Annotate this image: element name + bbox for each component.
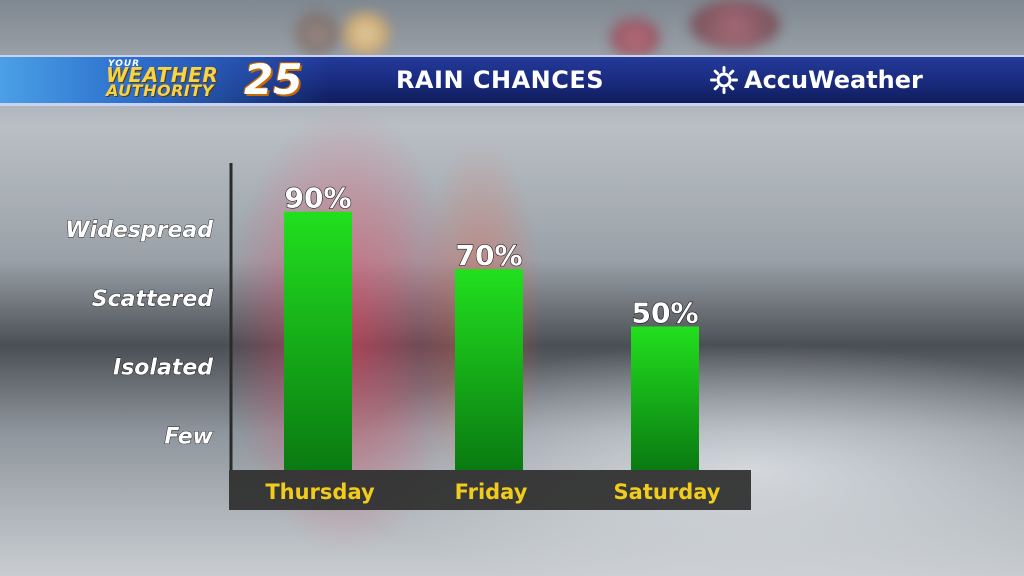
category-label: Friday (455, 480, 528, 504)
y-level-label: Widespread (65, 218, 213, 243)
bokeh-light (690, 0, 780, 50)
x-axis-band (229, 470, 751, 510)
header-bar: YOUR WEATHER AUTHORITY 25 RAIN CHANCES A… (0, 55, 1024, 106)
bokeh-light (342, 12, 390, 56)
category-label: Saturday (614, 480, 721, 504)
logo-your-text: YOUR (108, 59, 141, 69)
y-level-label: Few (164, 425, 213, 450)
bar-value-label: 90% (284, 182, 351, 215)
bar-friday (455, 269, 523, 470)
bar-thursday (284, 211, 352, 471)
bokeh-light (295, 12, 339, 56)
page-title: RAIN CHANCES (395, 66, 605, 94)
y-level-label: Isolated (113, 356, 213, 381)
brand-logo: AccuWeather (710, 57, 923, 103)
bar-value-label: 70% (455, 239, 522, 272)
bar-saturday (631, 326, 699, 470)
sun-icon (710, 66, 738, 94)
y-level-label: Scattered (92, 287, 213, 312)
logo-weather-text: WEATHER (106, 63, 219, 87)
bar-value-label: 50% (631, 296, 698, 329)
brand-name: AccuWeather (744, 66, 923, 94)
station-logo-area (0, 57, 330, 103)
bokeh-light (610, 18, 660, 58)
category-label: Thursday (265, 480, 375, 504)
logo-channel-number: 25 (244, 55, 303, 104)
logo-authority-text: AUTHORITY (106, 81, 214, 100)
